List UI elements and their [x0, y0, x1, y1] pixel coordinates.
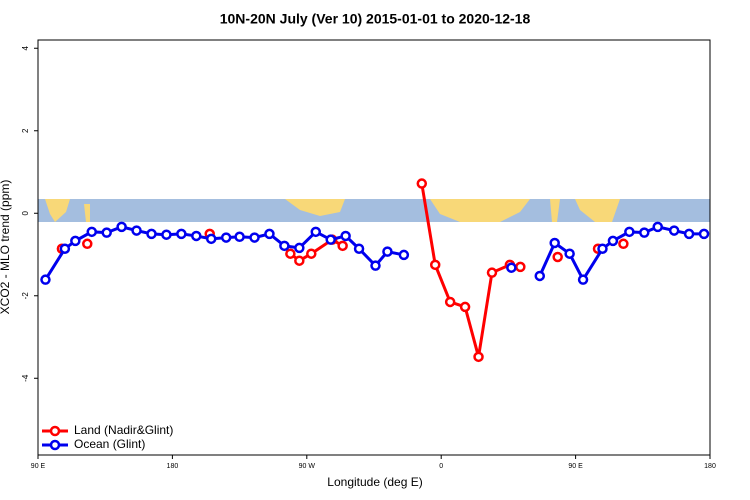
data-point [131, 225, 142, 236]
data-point [597, 243, 608, 254]
data-point [515, 261, 526, 273]
y-tick-label: -2 [21, 292, 30, 300]
ocean-band [38, 199, 710, 222]
data-point [294, 242, 305, 254]
data-point [698, 228, 710, 240]
x-tick-label: 90 E [568, 463, 583, 470]
data-point [285, 248, 296, 259]
x-tick-label: 90 E [31, 463, 46, 470]
data-point [340, 230, 351, 242]
land-patch [430, 199, 530, 222]
y-tick-label: 0 [21, 210, 30, 215]
data-point [506, 262, 517, 273]
y-tick-label: -4 [21, 374, 30, 382]
data-point [416, 178, 428, 189]
data-point [552, 251, 563, 263]
data-point [249, 232, 260, 243]
x-axis-label: Longitude (deg E) [327, 475, 422, 489]
map-strip [38, 199, 710, 222]
data-point [191, 230, 202, 242]
data-point [59, 243, 71, 254]
data-point [429, 259, 441, 271]
data-point [279, 240, 290, 252]
data-point [116, 221, 127, 233]
data-point [146, 228, 157, 240]
land-patch [575, 199, 620, 222]
x-tick-label: 90 W [299, 463, 316, 470]
legend-marker [49, 439, 61, 451]
x-tick-label: 180 [167, 463, 179, 470]
data-point [549, 237, 560, 249]
x-tick-label: 180 [704, 463, 716, 470]
chart-title: 10N-20N July (Ver 10) 2015-01-01 to 2020… [220, 11, 531, 27]
data-point [624, 226, 635, 238]
data-point [205, 233, 217, 245]
data-point [459, 301, 471, 313]
legend-marker [49, 425, 61, 437]
data-point [639, 227, 650, 238]
data-point [264, 228, 275, 240]
data-point [444, 296, 456, 308]
data-point [618, 238, 629, 250]
data-point [534, 270, 546, 282]
y-tick-label: 2 [21, 128, 30, 133]
legend-label: Ocean (Glint) [74, 437, 145, 451]
data-point [40, 274, 51, 285]
data-point [398, 249, 410, 261]
x-tick-label: 0 [439, 463, 443, 470]
data-point [683, 228, 695, 240]
land-patch [550, 199, 560, 222]
legend-label: Land (Nadir&Glint) [74, 423, 173, 437]
land-patch [84, 204, 90, 222]
data-point [294, 255, 305, 266]
plot-frame [37, 39, 711, 456]
data-point [70, 235, 81, 247]
data-point [82, 238, 93, 250]
data-point [86, 226, 98, 238]
data-point [486, 267, 498, 278]
y-axis-label: XCO2 - MLO trend (ppm) [0, 180, 12, 315]
land-patch [285, 199, 345, 216]
data-point [577, 274, 589, 285]
data-point [234, 231, 245, 243]
land-patch [45, 199, 70, 222]
data-point [325, 234, 336, 245]
data-point [607, 235, 619, 247]
data-point [652, 221, 663, 233]
data-point [220, 232, 232, 243]
data-point [668, 225, 680, 236]
data-point [176, 228, 187, 240]
data-point [310, 226, 322, 238]
data-point [337, 240, 348, 252]
data-point [161, 229, 172, 240]
data-point [473, 351, 484, 363]
data-point [382, 246, 393, 257]
data-point [306, 248, 317, 259]
data-point [564, 248, 575, 259]
y-tick-label: 4 [21, 45, 30, 50]
data-point [101, 227, 112, 238]
data-point [353, 243, 365, 254]
data-point [370, 260, 381, 271]
